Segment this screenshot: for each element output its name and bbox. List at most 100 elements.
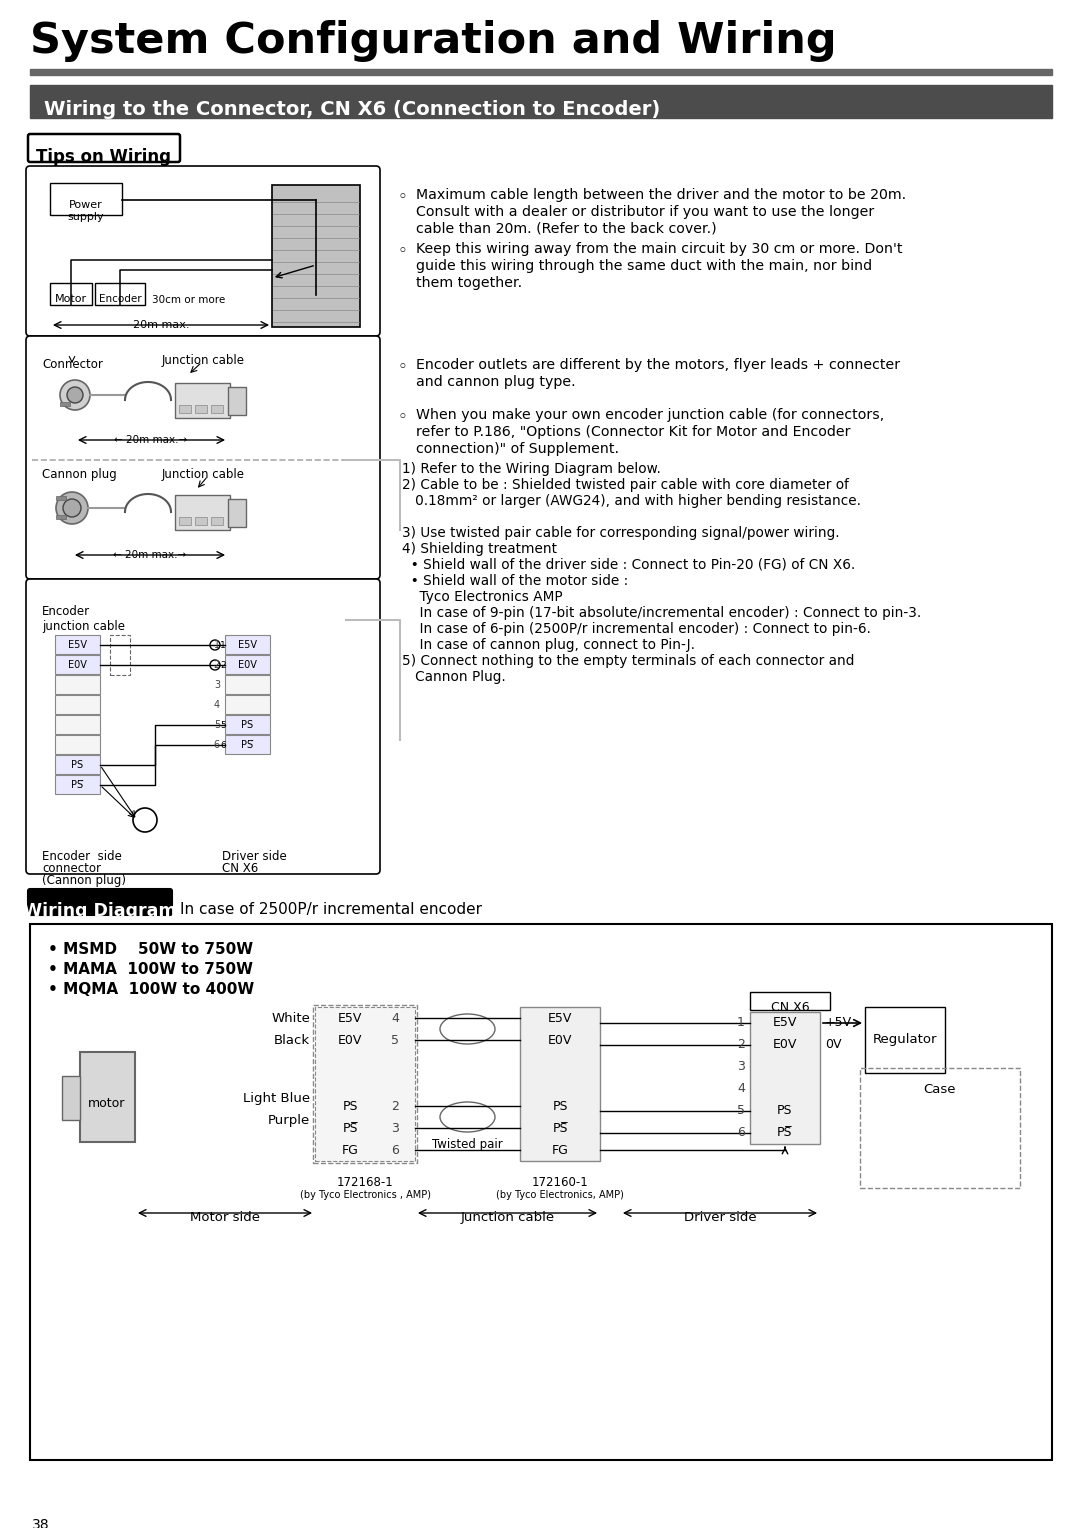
Text: 172160-1: 172160-1 [531,1177,589,1189]
Circle shape [63,500,81,516]
Bar [175,384,230,419]
Text: 1: 1 [220,640,226,649]
Text: In case of 9-pin (17-bit absolute/incremental encoder) : Connect to pin-3.: In case of 9-pin (17-bit absolute/increm… [402,607,921,620]
Text: • MQMA  100W to 400W: • MQMA 100W to 400W [48,983,254,996]
Bar [80,1051,135,1141]
Text: them together.: them together. [416,277,522,290]
Bar [179,516,191,526]
Bar [211,516,222,526]
Bar [225,735,270,753]
Circle shape [133,808,157,833]
Text: 20m max.: 20m max. [133,319,189,330]
Bar [179,405,191,413]
Text: 30cm or more: 30cm or more [152,295,226,306]
Text: PS: PS [342,1100,357,1112]
Text: Regulator: Regulator [873,1033,937,1047]
Text: Connector: Connector [42,358,103,371]
Text: E5V: E5V [68,640,87,649]
Text: PS̅: PS̅ [778,1126,793,1140]
Text: Black: Black [274,1034,310,1047]
Bar [860,1068,1020,1187]
Text: White: White [271,1012,310,1025]
Text: Tips on Wiring: Tips on Wiring [37,148,172,167]
Text: 3: 3 [738,1060,745,1074]
Text: Cannon plug: Cannon plug [42,468,117,481]
Text: E5V: E5V [548,1012,572,1024]
Text: PS̅: PS̅ [552,1122,568,1134]
Text: Consult with a dealer or distributor if you want to use the longer: Consult with a dealer or distributor if … [416,205,874,219]
Text: (by Tyco Electronics, AMP): (by Tyco Electronics, AMP) [496,1190,624,1199]
Circle shape [56,492,87,524]
Bar [30,86,1052,118]
Bar [195,516,207,526]
Bar [56,497,66,500]
Text: • MSMD    50W to 750W: • MSMD 50W to 750W [48,941,253,957]
Text: Case: Case [923,1083,956,1096]
Text: Motor side: Motor side [190,1212,260,1224]
Text: ← 20m max.→: ← 20m max.→ [113,550,187,559]
Text: Motor: Motor [55,293,87,304]
Text: ◦: ◦ [399,358,408,376]
Text: 4: 4 [214,700,220,711]
Text: Tyco Electronics AMP: Tyco Electronics AMP [402,590,563,604]
Text: 3: 3 [391,1122,399,1134]
Text: PS: PS [778,1105,793,1117]
Bar [55,715,100,733]
Text: 6: 6 [391,1143,399,1157]
Text: refer to P.186, "Options (Connector Kit for Motor and Encoder: refer to P.186, "Options (Connector Kit … [416,425,851,439]
Text: E5V: E5V [338,1012,362,1024]
Text: E0V: E0V [548,1033,572,1047]
Circle shape [210,640,220,649]
Text: 2: 2 [214,660,220,669]
Bar [272,185,360,327]
Text: • Shield wall of the motor side :: • Shield wall of the motor side : [402,575,629,588]
Text: 5: 5 [737,1105,745,1117]
Text: 2: 2 [391,1100,399,1112]
Bar [750,992,831,1010]
Text: ◦: ◦ [399,241,408,260]
Text: +5V: +5V [825,1016,852,1030]
Bar [62,1076,80,1120]
Text: 0.18mm² or larger (AWG24), and with higher bending resistance.: 0.18mm² or larger (AWG24), and with high… [402,494,861,507]
Bar [225,715,270,733]
Bar [30,924,1052,1459]
Text: Junction cable: Junction cable [162,468,245,481]
Bar [30,69,1052,75]
Bar [865,1007,945,1073]
Bar [175,495,230,530]
Text: E5V: E5V [773,1016,797,1030]
Text: E5V: E5V [238,640,257,649]
Text: ◦: ◦ [399,188,408,206]
FancyBboxPatch shape [28,889,172,915]
Text: 2: 2 [738,1039,745,1051]
Bar [228,387,246,416]
Text: Purple: Purple [268,1114,310,1128]
Bar [55,735,100,753]
Text: E0V: E0V [238,660,257,669]
Bar [55,675,100,694]
Text: 1) Refer to the Wiring Diagram below.: 1) Refer to the Wiring Diagram below. [402,461,661,477]
Bar [225,695,270,714]
Text: connector: connector [42,862,102,876]
Text: 6: 6 [214,740,220,750]
Bar [225,636,270,654]
Text: 2: 2 [220,660,226,669]
Text: 3: 3 [214,680,220,691]
Text: PS: PS [242,720,254,730]
Text: PS̅: PS̅ [242,740,254,750]
Text: 172168-1: 172168-1 [337,1177,393,1189]
Text: 4: 4 [738,1082,745,1096]
Text: PS: PS [552,1100,568,1112]
Text: Maximum cable length between the driver and the motor to be 20m.: Maximum cable length between the driver … [416,188,906,202]
Bar [56,515,66,520]
Bar [55,636,100,654]
Text: Keep this wiring away from the main circuit by 30 cm or more. Don't: Keep this wiring away from the main circ… [416,241,903,257]
Text: Encoder: Encoder [98,293,141,304]
Text: 5: 5 [391,1033,399,1047]
Text: Light Blue: Light Blue [243,1093,310,1105]
Text: Junction cable: Junction cable [460,1212,554,1224]
Bar [750,1012,820,1144]
Text: Twisted pair: Twisted pair [432,1138,503,1151]
Text: 5: 5 [220,721,226,729]
Text: 6: 6 [220,741,226,750]
